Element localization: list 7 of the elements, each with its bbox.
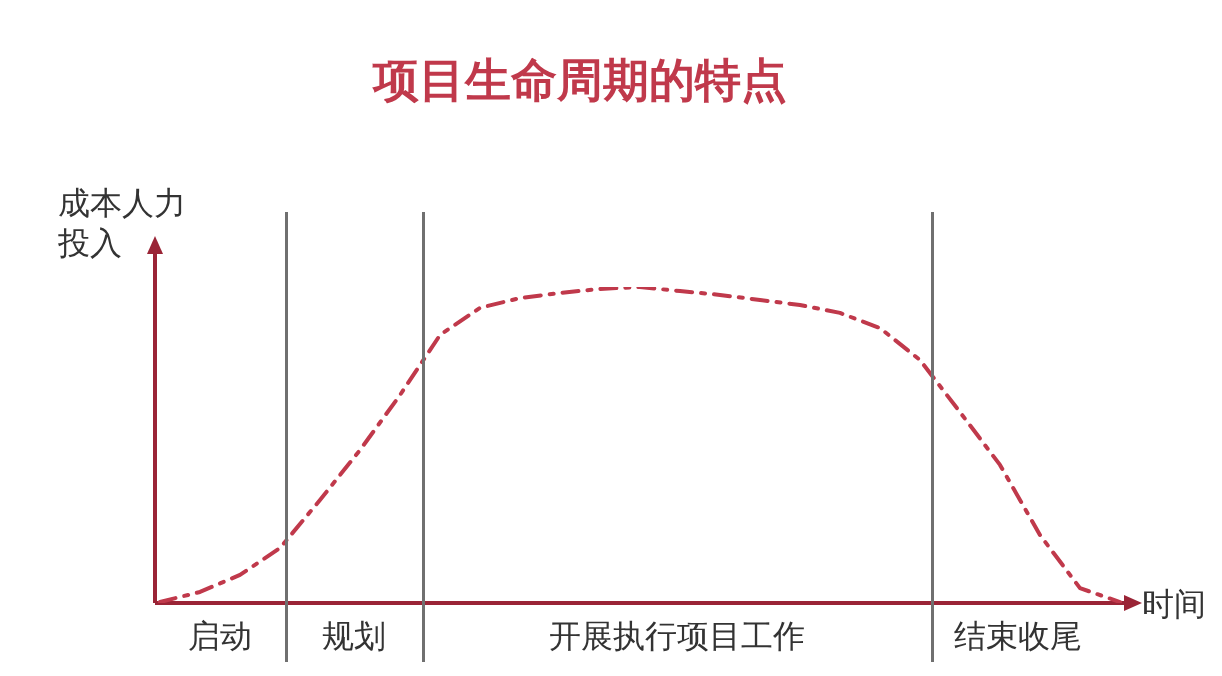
text: 启动 [188, 616, 252, 657]
text: 结束收尾 [954, 616, 1082, 657]
y-axis-title: 成本人力投入 [58, 183, 187, 263]
text: 开展执行项目工作 [549, 616, 805, 657]
x-axis-title: 时间 [1142, 584, 1206, 625]
chart-title: 项目生命周期的特点 [371, 52, 788, 109]
text: 规划 [322, 616, 386, 657]
